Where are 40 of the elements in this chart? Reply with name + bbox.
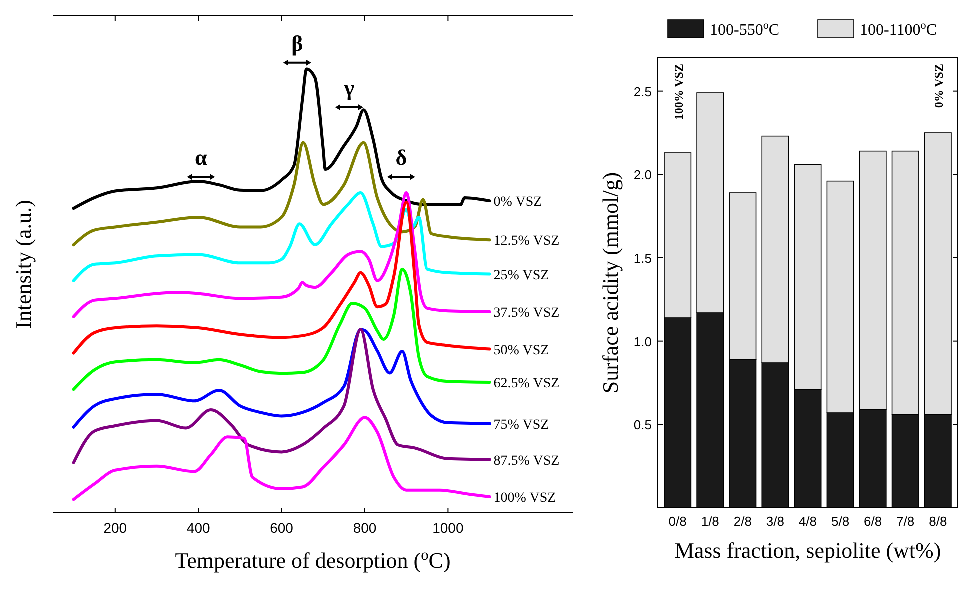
legend-label: 100-1100$^{o}$C	[860, 20, 937, 39]
series-label: 87.5% VSZ	[494, 454, 560, 469]
y-tick-label: 0.5	[634, 418, 652, 433]
x-axis-title: Mass fraction, sepiolite (wt%)	[674, 538, 942, 563]
x-tick-label: 3/8	[766, 514, 784, 529]
y-tick-label: 1.0	[634, 334, 652, 350]
x-tick-label: 800	[353, 520, 377, 536]
y-tick-label: 2.0	[634, 168, 652, 183]
x-tick-label: 4/8	[798, 514, 818, 529]
series-label: 50% VSZ	[494, 343, 550, 358]
y-axis-title: Surface acidity (mmol/g)	[598, 172, 623, 394]
x-tick-label: 2/8	[734, 514, 752, 529]
x-tick-label: 8/8	[929, 514, 948, 529]
x-tick-label: 6/8	[864, 514, 882, 529]
series-label: 75% VSZ	[494, 418, 550, 433]
annotation: 0% VSZ	[932, 64, 946, 108]
x-tick-label: 400	[186, 520, 210, 536]
x-axis-title: Temperature of desorption ($^{o}$C)	[175, 546, 451, 573]
x-tick-label: 1000	[432, 520, 464, 536]
legend-label: 100-550$^{o}$C	[710, 20, 780, 39]
series-label: 25% VSZ	[494, 268, 550, 284]
series-label: 62.5% VSZ	[494, 376, 560, 392]
annotation: α	[195, 145, 208, 170]
series-label: 12.5% VSZ	[494, 234, 560, 250]
text: β	[292, 30, 304, 56]
x-tick-label: 7/8	[896, 514, 915, 529]
series-label: 0% VSZ	[494, 195, 542, 210]
y-tick-label: 2.5	[634, 84, 652, 100]
x-tick-label: 0/8	[668, 514, 687, 529]
series-label: 100% VSZ	[494, 491, 556, 506]
annotation: γ	[343, 76, 355, 101]
y-tick-label: 1.5	[634, 251, 652, 266]
series-label: 37.5% VSZ	[494, 306, 560, 321]
x-tick-label: 5/8	[832, 514, 850, 529]
annotation: 100% VSZ	[672, 64, 686, 120]
x-tick-label: 200	[104, 520, 128, 536]
x-tick-label: 600	[270, 520, 294, 536]
annotation: δ	[396, 145, 408, 170]
x-tick-label: 1/8	[701, 514, 720, 529]
y-axis-title: Intensity (a.u.)	[11, 200, 36, 329]
